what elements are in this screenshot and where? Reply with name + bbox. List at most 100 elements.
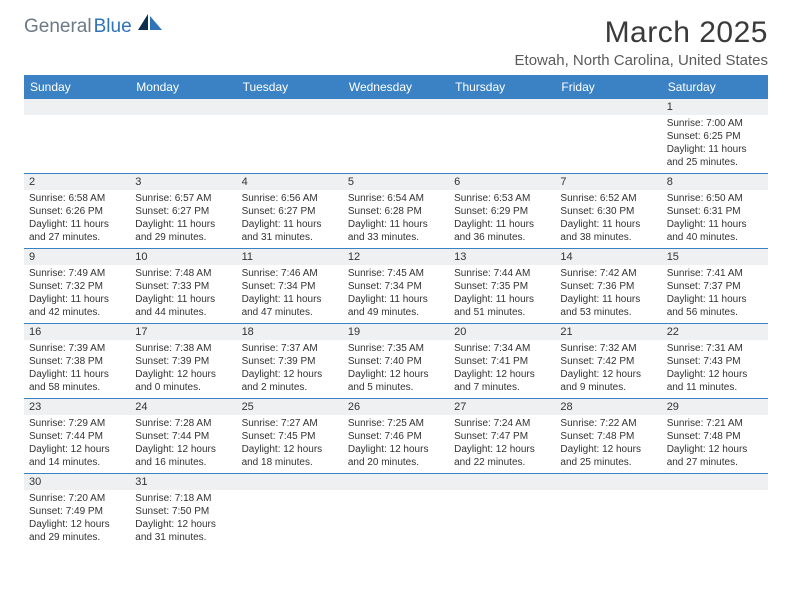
day-body: Sunrise: 7:48 AMSunset: 7:33 PMDaylight:… [130,265,236,323]
day-number: 30 [24,474,130,490]
day-body: Sunrise: 7:22 AMSunset: 7:48 PMDaylight:… [555,415,661,473]
day-header: Friday [555,75,661,99]
day-cell: 27Sunrise: 7:24 AMSunset: 7:47 PMDayligh… [449,399,555,474]
day-body: Sunrise: 6:58 AMSunset: 6:26 PMDaylight:… [24,190,130,248]
day-header: Thursday [449,75,555,99]
day-number [24,99,130,115]
day-number: 2 [24,174,130,190]
day-cell: 21Sunrise: 7:32 AMSunset: 7:42 PMDayligh… [555,324,661,399]
day-cell: 15Sunrise: 7:41 AMSunset: 7:37 PMDayligh… [662,249,768,324]
day-body: Sunrise: 6:53 AMSunset: 6:29 PMDaylight:… [449,190,555,248]
day-number [237,474,343,490]
day-header: Sunday [24,75,130,99]
empty-cell [555,99,661,174]
day-cell: 30Sunrise: 7:20 AMSunset: 7:49 PMDayligh… [24,474,130,549]
day-number: 26 [343,399,449,415]
day-number: 9 [24,249,130,265]
day-number: 27 [449,399,555,415]
day-number: 8 [662,174,768,190]
day-number: 13 [449,249,555,265]
empty-cell [237,474,343,549]
day-number: 1 [662,99,768,115]
day-number [449,474,555,490]
day-cell: 12Sunrise: 7:45 AMSunset: 7:34 PMDayligh… [343,249,449,324]
day-number [130,99,236,115]
empty-cell [237,99,343,174]
empty-cell [343,474,449,549]
day-cell: 19Sunrise: 7:35 AMSunset: 7:40 PMDayligh… [343,324,449,399]
day-cell: 25Sunrise: 7:27 AMSunset: 7:45 PMDayligh… [237,399,343,474]
day-body: Sunrise: 7:32 AMSunset: 7:42 PMDaylight:… [555,340,661,398]
day-body: Sunrise: 7:39 AMSunset: 7:38 PMDaylight:… [24,340,130,398]
day-cell: 2Sunrise: 6:58 AMSunset: 6:26 PMDaylight… [24,174,130,249]
logo-text-blue: Blue [94,16,132,38]
day-number: 3 [130,174,236,190]
day-body: Sunrise: 7:27 AMSunset: 7:45 PMDaylight:… [237,415,343,473]
day-body: Sunrise: 7:49 AMSunset: 7:32 PMDaylight:… [24,265,130,323]
week-row: 2Sunrise: 6:58 AMSunset: 6:26 PMDaylight… [24,174,768,249]
day-body: Sunrise: 7:28 AMSunset: 7:44 PMDaylight:… [130,415,236,473]
day-cell: 11Sunrise: 7:46 AMSunset: 7:34 PMDayligh… [237,249,343,324]
day-cell: 13Sunrise: 7:44 AMSunset: 7:35 PMDayligh… [449,249,555,324]
day-body: Sunrise: 7:46 AMSunset: 7:34 PMDaylight:… [237,265,343,323]
month-title: March 2025 [515,16,768,50]
empty-cell [24,99,130,174]
day-body: Sunrise: 7:45 AMSunset: 7:34 PMDaylight:… [343,265,449,323]
day-body: Sunrise: 7:44 AMSunset: 7:35 PMDaylight:… [449,265,555,323]
day-number: 18 [237,324,343,340]
day-number: 21 [555,324,661,340]
day-number: 11 [237,249,343,265]
day-number: 14 [555,249,661,265]
day-body: Sunrise: 7:41 AMSunset: 7:37 PMDaylight:… [662,265,768,323]
empty-cell [343,99,449,174]
empty-cell [662,474,768,549]
logo-text-gray: General [24,16,92,38]
day-cell: 10Sunrise: 7:48 AMSunset: 7:33 PMDayligh… [130,249,236,324]
day-cell: 16Sunrise: 7:39 AMSunset: 7:38 PMDayligh… [24,324,130,399]
day-cell: 26Sunrise: 7:25 AMSunset: 7:46 PMDayligh… [343,399,449,474]
day-number: 28 [555,399,661,415]
day-body: Sunrise: 7:34 AMSunset: 7:41 PMDaylight:… [449,340,555,398]
calendar-body: 1Sunrise: 7:00 AMSunset: 6:25 PMDaylight… [24,99,768,548]
day-body: Sunrise: 7:42 AMSunset: 7:36 PMDaylight:… [555,265,661,323]
day-number: 22 [662,324,768,340]
day-cell: 7Sunrise: 6:52 AMSunset: 6:30 PMDaylight… [555,174,661,249]
calendar-table: SundayMondayTuesdayWednesdayThursdayFrid… [24,75,768,548]
day-cell: 6Sunrise: 6:53 AMSunset: 6:29 PMDaylight… [449,174,555,249]
day-body: Sunrise: 7:25 AMSunset: 7:46 PMDaylight:… [343,415,449,473]
day-cell: 4Sunrise: 6:56 AMSunset: 6:27 PMDaylight… [237,174,343,249]
day-cell: 14Sunrise: 7:42 AMSunset: 7:36 PMDayligh… [555,249,661,324]
empty-cell [449,474,555,549]
day-cell: 31Sunrise: 7:18 AMSunset: 7:50 PMDayligh… [130,474,236,549]
day-body: Sunrise: 7:00 AMSunset: 6:25 PMDaylight:… [662,115,768,173]
day-number: 5 [343,174,449,190]
day-number: 7 [555,174,661,190]
day-number [343,99,449,115]
day-number: 4 [237,174,343,190]
day-header-row: SundayMondayTuesdayWednesdayThursdayFrid… [24,75,768,99]
day-cell: 5Sunrise: 6:54 AMSunset: 6:28 PMDaylight… [343,174,449,249]
day-number: 19 [343,324,449,340]
day-cell: 29Sunrise: 7:21 AMSunset: 7:48 PMDayligh… [662,399,768,474]
day-number [555,99,661,115]
empty-cell [449,99,555,174]
week-row: 9Sunrise: 7:49 AMSunset: 7:32 PMDaylight… [24,249,768,324]
day-cell: 8Sunrise: 6:50 AMSunset: 6:31 PMDaylight… [662,174,768,249]
day-body: Sunrise: 7:21 AMSunset: 7:48 PMDaylight:… [662,415,768,473]
day-cell: 24Sunrise: 7:28 AMSunset: 7:44 PMDayligh… [130,399,236,474]
day-body: Sunrise: 7:38 AMSunset: 7:39 PMDaylight:… [130,340,236,398]
empty-cell [555,474,661,549]
day-body: Sunrise: 6:57 AMSunset: 6:27 PMDaylight:… [130,190,236,248]
sail-icon [136,12,164,32]
day-number: 17 [130,324,236,340]
day-cell: 22Sunrise: 7:31 AMSunset: 7:43 PMDayligh… [662,324,768,399]
day-body: Sunrise: 7:37 AMSunset: 7:39 PMDaylight:… [237,340,343,398]
day-cell: 3Sunrise: 6:57 AMSunset: 6:27 PMDaylight… [130,174,236,249]
day-number: 10 [130,249,236,265]
day-body: Sunrise: 7:20 AMSunset: 7:49 PMDaylight:… [24,490,130,548]
day-body: Sunrise: 6:50 AMSunset: 6:31 PMDaylight:… [662,190,768,248]
week-row: 1Sunrise: 7:00 AMSunset: 6:25 PMDaylight… [24,99,768,174]
day-body: Sunrise: 7:24 AMSunset: 7:47 PMDaylight:… [449,415,555,473]
week-row: 16Sunrise: 7:39 AMSunset: 7:38 PMDayligh… [24,324,768,399]
day-body: Sunrise: 6:54 AMSunset: 6:28 PMDaylight:… [343,190,449,248]
